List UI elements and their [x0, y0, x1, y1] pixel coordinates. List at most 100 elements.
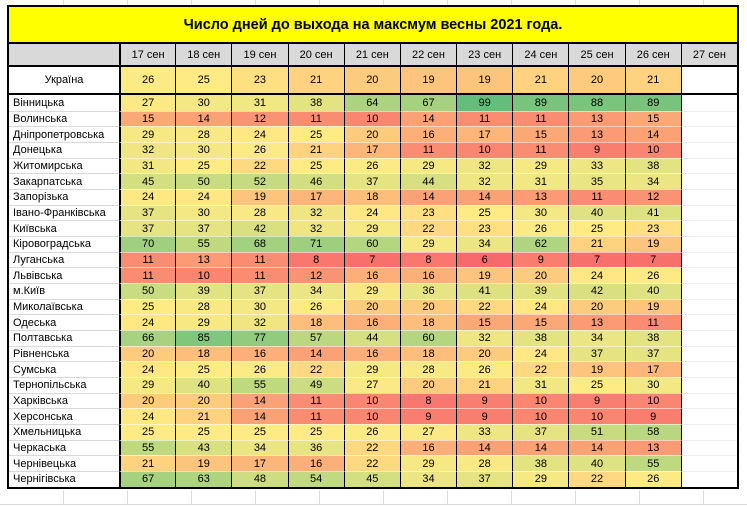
empty-cell[interactable] [680, 471, 737, 487]
value-cell[interactable]: 38 [624, 330, 681, 346]
value-cell[interactable]: 22 [231, 157, 288, 174]
value-cell[interactable]: 29 [512, 471, 569, 487]
row-label[interactable]: Львівська [9, 267, 119, 284]
row-label[interactable]: Черкаська [9, 439, 119, 456]
value-cell[interactable]: 9 [456, 408, 513, 425]
row-label[interactable]: Донецька [9, 142, 119, 158]
value-cell[interactable]: 39 [175, 283, 232, 299]
value-cell[interactable]: 17 [624, 361, 681, 378]
value-cell[interactable]: 20 [343, 298, 400, 315]
value-cell[interactable]: 14 [568, 439, 625, 456]
value-cell[interactable]: 30 [624, 377, 681, 393]
value-cell[interactable]: 13 [175, 251, 232, 268]
value-cell[interactable]: 24 [231, 126, 288, 143]
value-cell[interactable]: 67 [119, 471, 176, 487]
value-cell[interactable]: 15 [512, 314, 569, 331]
value-cell[interactable]: 21 [624, 67, 681, 93]
value-cell[interactable]: 10 [343, 110, 400, 127]
value-cell[interactable]: 32 [456, 173, 513, 190]
value-cell[interactable]: 24 [512, 298, 569, 315]
value-cell[interactable]: 34 [231, 439, 288, 456]
value-cell[interactable]: 14 [231, 408, 288, 425]
value-cell[interactable]: 32 [287, 220, 344, 237]
row-label[interactable]: Херсонська [9, 408, 119, 425]
value-cell[interactable]: 46 [287, 173, 344, 190]
value-cell[interactable]: 28 [175, 126, 232, 143]
value-cell[interactable]: 25 [456, 204, 513, 221]
empty-cell[interactable] [680, 345, 737, 362]
row-label[interactable]: Кіровоградська [9, 236, 119, 252]
value-cell[interactable]: 25 [175, 67, 232, 93]
value-cell[interactable]: 19 [175, 455, 232, 472]
value-cell[interactable]: 28 [175, 298, 232, 315]
value-cell[interactable]: 36 [399, 283, 457, 299]
value-cell[interactable]: 38 [512, 455, 569, 472]
value-cell[interactable]: 16 [231, 345, 288, 362]
value-cell[interactable]: 51 [568, 424, 625, 440]
value-cell[interactable]: 89 [512, 95, 569, 111]
value-cell[interactable]: 26 [119, 67, 176, 93]
empty-cell[interactable] [680, 126, 737, 143]
value-cell[interactable]: 8 [399, 392, 457, 409]
value-cell[interactable]: 25 [287, 424, 344, 440]
value-cell[interactable]: 14 [231, 392, 288, 409]
row-label[interactable]: Волинська [9, 110, 119, 127]
value-cell[interactable]: 26 [231, 361, 288, 378]
row-label[interactable]: Київська [9, 220, 119, 237]
value-cell[interactable]: 60 [399, 330, 457, 346]
value-cell[interactable]: 52 [231, 173, 288, 190]
value-cell[interactable]: 29 [119, 126, 176, 143]
value-cell[interactable]: 20 [456, 345, 513, 362]
value-cell[interactable]: 21 [175, 408, 232, 425]
corner-cell[interactable] [9, 44, 119, 65]
value-cell[interactable]: 10 [512, 392, 569, 409]
value-cell[interactable]: 35 [568, 173, 625, 190]
value-cell[interactable]: 34 [399, 471, 457, 487]
value-cell[interactable]: 62 [512, 236, 569, 252]
value-cell[interactable]: 14 [512, 439, 569, 456]
value-cell[interactable]: 11 [287, 392, 344, 409]
column-header[interactable]: 27 сен [680, 44, 737, 65]
value-cell[interactable]: 50 [175, 173, 232, 190]
value-cell[interactable]: 14 [287, 345, 344, 362]
empty-cell[interactable] [680, 424, 737, 440]
value-cell[interactable]: 9 [399, 408, 457, 425]
value-cell[interactable]: 10 [175, 267, 232, 284]
value-cell[interactable]: 57 [287, 330, 344, 346]
value-cell[interactable]: 7 [624, 251, 681, 268]
value-cell[interactable]: 10 [343, 408, 400, 425]
row-label[interactable]: Чернівецька [9, 455, 119, 472]
value-cell[interactable]: 24 [343, 204, 400, 221]
empty-cell[interactable] [680, 377, 737, 393]
value-cell[interactable]: 24 [119, 408, 176, 425]
value-cell[interactable]: 38 [512, 330, 569, 346]
value-cell[interactable]: 25 [175, 424, 232, 440]
value-cell[interactable]: 11 [399, 142, 457, 158]
column-header[interactable]: 19 сен [231, 44, 288, 65]
value-cell[interactable]: 21 [568, 236, 625, 252]
value-cell[interactable]: 99 [456, 95, 513, 111]
value-cell[interactable]: 34 [568, 330, 625, 346]
row-label[interactable]: Луганська [9, 251, 119, 268]
value-cell[interactable]: 32 [287, 204, 344, 221]
value-cell[interactable]: 10 [624, 142, 681, 158]
empty-cell[interactable] [680, 439, 737, 456]
value-cell[interactable]: 37 [568, 345, 625, 362]
value-cell[interactable]: 19 [399, 67, 457, 93]
value-cell[interactable]: 20 [175, 392, 232, 409]
value-cell[interactable]: 13 [512, 189, 569, 205]
value-cell[interactable]: 11 [512, 110, 569, 127]
value-cell[interactable]: 48 [231, 471, 288, 487]
value-cell[interactable]: 14 [399, 110, 457, 127]
value-cell[interactable]: 44 [343, 330, 400, 346]
value-cell[interactable]: 27 [343, 377, 400, 393]
value-cell[interactable]: 20 [568, 298, 625, 315]
column-header[interactable]: 17 сен [119, 44, 176, 65]
value-cell[interactable]: 31 [231, 95, 288, 111]
value-cell[interactable]: 54 [287, 471, 344, 487]
value-cell[interactable]: 58 [624, 424, 681, 440]
empty-cell[interactable] [680, 236, 737, 252]
value-cell[interactable]: 30 [512, 204, 569, 221]
empty-cell[interactable] [680, 189, 737, 205]
empty-cell[interactable] [680, 330, 737, 346]
